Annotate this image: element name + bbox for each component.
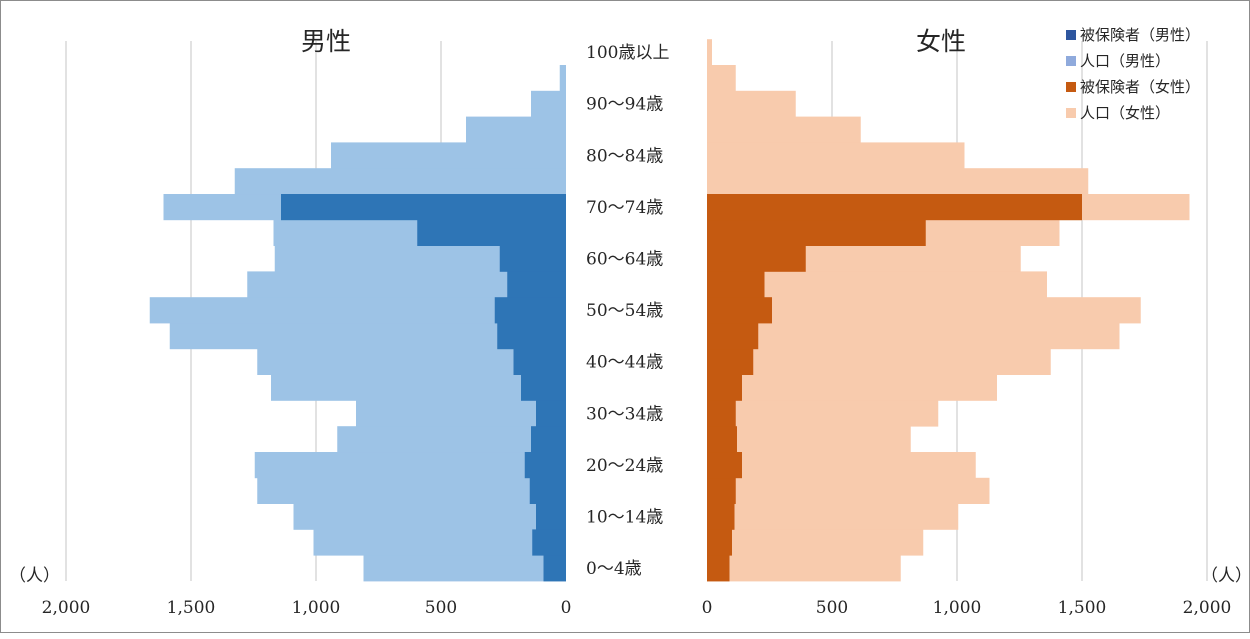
female-population-bar bbox=[707, 323, 1120, 350]
age-label: 30～34歳 bbox=[586, 404, 663, 424]
female-panel-title: 女性 bbox=[916, 27, 966, 56]
male-insured-bar bbox=[529, 477, 566, 504]
male-insured-bar bbox=[507, 271, 566, 298]
female-tick-label: 500 bbox=[816, 598, 848, 618]
age-label: 80～84歳 bbox=[586, 146, 663, 166]
age-label: 70～74歳 bbox=[586, 198, 663, 218]
legend-swatch-male-insured bbox=[1066, 30, 1076, 40]
male-population-bar bbox=[337, 426, 566, 453]
male-insured-bar bbox=[536, 503, 566, 530]
female-population-bar bbox=[707, 426, 911, 453]
male-population-bar bbox=[254, 452, 566, 479]
age-label: 10～14歳 bbox=[586, 508, 663, 528]
age-label: 50～54歳 bbox=[586, 301, 663, 321]
female-population-bar bbox=[707, 374, 997, 401]
male-unit-label: （人） bbox=[9, 566, 60, 586]
male-insured-bar bbox=[536, 400, 566, 427]
female-population-bar bbox=[707, 142, 965, 169]
legend-label-female-population: 人口（女性） bbox=[1080, 104, 1170, 122]
male-insured-bar bbox=[497, 323, 566, 350]
male-panel-title: 男性 bbox=[301, 27, 351, 56]
female-population-bar bbox=[707, 116, 861, 143]
male-insured-bar bbox=[532, 529, 566, 556]
bars bbox=[149, 39, 1190, 582]
female-population-bar bbox=[707, 503, 959, 530]
male-population-bar bbox=[363, 555, 566, 582]
female-insured-bar bbox=[707, 323, 759, 350]
female-population-bar bbox=[707, 90, 796, 117]
female-population-bar bbox=[707, 400, 939, 427]
male-tick-label: 2,000 bbox=[42, 598, 91, 618]
female-insured-bar bbox=[707, 529, 732, 556]
male-insured-bar bbox=[499, 245, 566, 272]
female-population-bar bbox=[707, 348, 1051, 375]
legend-label-male-population: 人口（男性） bbox=[1080, 52, 1170, 70]
female-insured-bar bbox=[707, 426, 737, 453]
female-insured-bar bbox=[707, 271, 765, 298]
female-insured-bar bbox=[707, 452, 742, 479]
male-population-bar bbox=[559, 65, 566, 92]
female-insured-bar bbox=[707, 374, 742, 401]
female-insured-bar bbox=[707, 219, 926, 246]
female-insured-bar bbox=[707, 555, 730, 582]
male-tick-label: 1,500 bbox=[167, 598, 216, 618]
female-population-bar bbox=[707, 555, 901, 582]
male-tick-label: 500 bbox=[425, 598, 457, 618]
age-label: 60～64歳 bbox=[586, 250, 663, 270]
male-population-bar bbox=[234, 168, 566, 195]
female-insured-bar bbox=[707, 348, 754, 375]
male-insured-bar bbox=[494, 297, 566, 324]
male-population-bar bbox=[313, 529, 566, 556]
age-label: 100歳以上 bbox=[586, 43, 669, 63]
male-insured-bar bbox=[543, 555, 566, 582]
male-insured-bar bbox=[531, 426, 566, 453]
female-tick-label: 1,000 bbox=[933, 598, 982, 618]
female-insured-bar bbox=[707, 245, 806, 272]
female-population-bar bbox=[707, 297, 1141, 324]
female-tick-label: 1,500 bbox=[1058, 598, 1107, 618]
female-population-bar bbox=[707, 452, 976, 479]
legend: 被保険者（男性） 人口（男性） 被保険者（女性） 人口（女性） bbox=[1066, 26, 1200, 122]
female-insured-bar bbox=[707, 503, 735, 530]
female-population-bar bbox=[707, 39, 712, 66]
male-population-bar bbox=[257, 477, 566, 504]
female-insured-bar bbox=[707, 477, 736, 504]
legend-label-male-insured: 被保険者（男性） bbox=[1080, 26, 1200, 44]
legend-swatch-male-population bbox=[1066, 56, 1076, 66]
male-population-bar bbox=[331, 142, 566, 169]
male-tick-label: 1,000 bbox=[292, 598, 341, 618]
legend-swatch-female-population bbox=[1066, 108, 1076, 118]
female-population-bar bbox=[707, 168, 1089, 195]
male-population-bar bbox=[356, 400, 566, 427]
male-tick-label: 0 bbox=[561, 598, 572, 618]
age-label: 0～4歳 bbox=[586, 559, 642, 579]
male-insured-bar bbox=[281, 194, 566, 221]
male-insured-bar bbox=[524, 452, 566, 479]
age-label: 90～94歳 bbox=[586, 95, 663, 115]
axis-labels: 0～4歳 10～14歳 20～24歳 30～34歳 40～44歳 50～54歳 60～64歳… bbox=[42, 43, 1232, 618]
female-tick-label: 2,000 bbox=[1183, 598, 1232, 618]
female-insured-bar bbox=[707, 194, 1082, 221]
male-population-bar bbox=[531, 90, 566, 117]
female-insured-bar bbox=[707, 297, 772, 324]
male-insured-bar bbox=[513, 348, 566, 375]
male-insured-bar bbox=[521, 374, 566, 401]
age-label: 40～44歳 bbox=[586, 353, 663, 373]
male-insured-bar bbox=[417, 219, 566, 246]
legend-label-female-insured: 被保険者（女性） bbox=[1080, 78, 1200, 96]
male-population-bar bbox=[466, 116, 566, 143]
female-unit-label: （人） bbox=[1201, 566, 1250, 586]
female-insured-bar bbox=[707, 400, 736, 427]
female-population-bar bbox=[707, 529, 924, 556]
age-label: 20～24歳 bbox=[586, 456, 663, 476]
female-population-bar bbox=[707, 65, 736, 92]
male-population-bar bbox=[271, 374, 566, 401]
legend-swatch-female-insured bbox=[1066, 82, 1076, 92]
female-population-bar bbox=[707, 477, 990, 504]
male-population-bar bbox=[293, 503, 566, 530]
female-tick-label: 0 bbox=[702, 598, 713, 618]
